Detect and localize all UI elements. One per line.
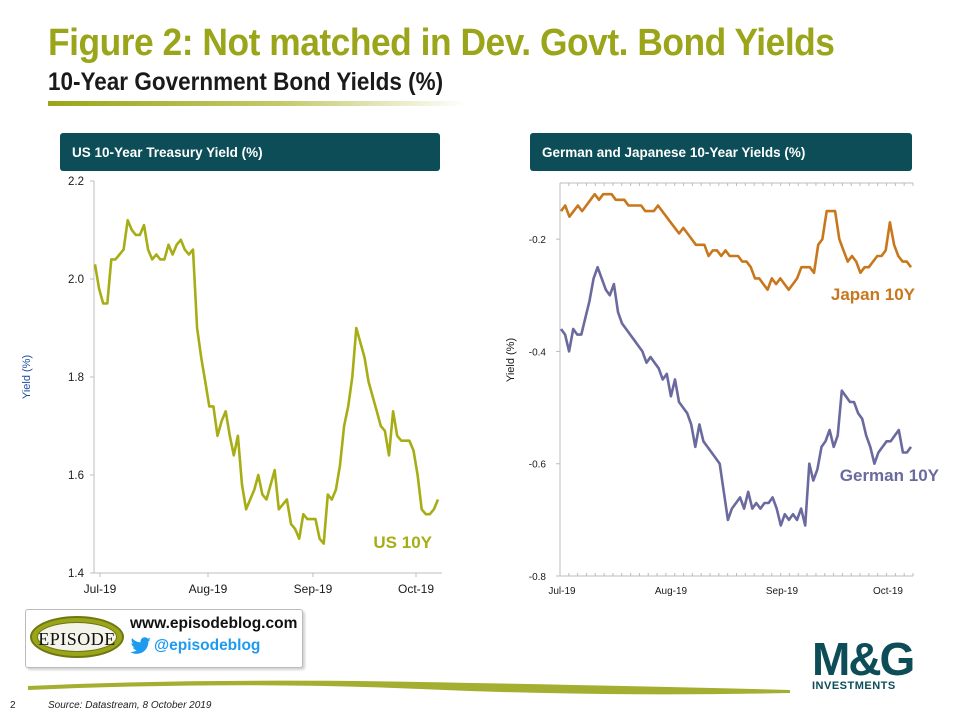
dj-x-tick-label: Oct-19 [873, 586, 903, 597]
brush-stroke [28, 680, 790, 695]
us-yield-chart: 2.2 2.0 1.8 1.6 1.4 Jul-19 Aug-19 Sep-19 Oct-19… [21, 176, 442, 596]
dj-x-tick-label: Aug-19 [655, 586, 688, 597]
us-y-tick-label: 2.0 [68, 274, 84, 286]
mg-brand-name: M&G [812, 633, 915, 685]
us-y-tick-label: 1.4 [68, 568, 85, 580]
us-y-tick-label: 1.6 [68, 470, 84, 482]
german-10y-label: German 10Y [840, 466, 940, 485]
mg-investments-logo: M&G INVESTMENTS [812, 633, 915, 692]
page-title: Figure 2: Not matched in Dev. Govt. Bond… [48, 22, 835, 64]
twitter-row[interactable]: @episodeblog [130, 637, 260, 655]
us-y-axis-label: Yield (%) [21, 355, 33, 399]
us-chart-header: US 10-Year Treasury Yield (%) [60, 133, 440, 171]
us-10y-line [93, 218, 440, 545]
twitter-icon [130, 637, 151, 654]
us-10y-label: US 10Y [373, 533, 432, 552]
twitter-handle[interactable]: @episodeblog [154, 637, 261, 654]
title-underline [48, 101, 468, 106]
dj-y-axis-label: Yield (%) [505, 338, 517, 382]
us-x-tick-label: Sep-19 [294, 582, 333, 596]
dj-y-tick-label: -0.6 [529, 460, 547, 471]
us-y-tick-label: 1.8 [68, 372, 84, 384]
us-x-tick-label: Aug-19 [189, 582, 228, 596]
episode-logo: EPISODE [30, 616, 124, 658]
de-jp-yield-chart: -0.2 -0.4 -0.6 -0.8 Jul-19 Aug-19 Sep-19 Oct-1… [505, 182, 940, 597]
mg-brand-sub: INVESTMENTS [812, 680, 896, 692]
dj-y-tick-label: -0.8 [529, 572, 547, 583]
japan-10y-line [559, 192, 913, 291]
episode-logo-text: EPISODE [38, 629, 116, 649]
page-subtitle: 10-Year Government Bond Yields (%) [48, 68, 444, 96]
dj-x-tick-label: Sep-19 [766, 586, 799, 597]
website-link[interactable]: www.episodeblog.com [130, 615, 298, 632]
source-note: Source: Datastream, 8 October 2019 [48, 700, 212, 711]
japan-10y-label: Japan 10Y [831, 285, 916, 304]
dj-y-tick-label: -0.4 [529, 347, 547, 358]
us-y-tick-label: 2.2 [68, 176, 84, 188]
de-jp-chart-header: German and Japanese 10-Year Yields (%) [530, 133, 912, 171]
page-number: 2 [10, 700, 16, 711]
dj-y-tick-label: -0.2 [529, 235, 547, 246]
dj-x-tick-label: Jul-19 [548, 586, 576, 597]
us-x-tick-label: Jul-19 [84, 582, 117, 596]
episode-promo-box[interactable]: EPISODE www.episodeblog.com @episodeblog [25, 609, 303, 668]
german-10y-line [559, 265, 913, 527]
us-x-tick-label: Oct-19 [398, 582, 434, 596]
